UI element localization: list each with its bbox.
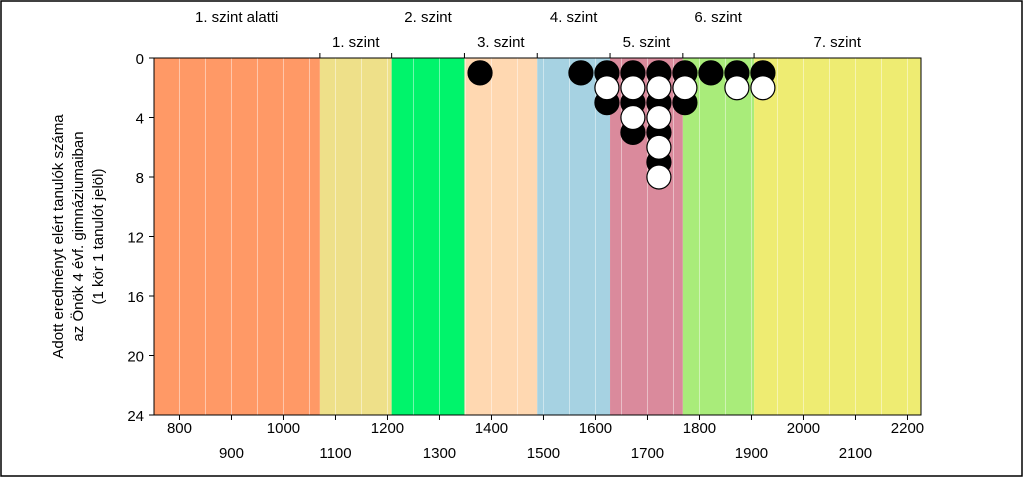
x-tick-label: 1100 xyxy=(319,445,351,462)
y-tick-label: 0 xyxy=(136,51,144,68)
x-tick-label: 2100 xyxy=(839,445,872,462)
x-tick-label: 1600 xyxy=(579,420,612,437)
y-tick-label: 24 xyxy=(127,408,144,425)
y-tick-label: 8 xyxy=(136,170,144,187)
level-label: 7. szint xyxy=(814,34,862,51)
minor-grid xyxy=(178,58,908,415)
white-point xyxy=(620,75,646,101)
x-tick-label: 2200 xyxy=(891,420,924,437)
y-tick-label: 4 xyxy=(136,111,144,128)
x-tick-label: 1700 xyxy=(631,445,664,462)
level-band-4 xyxy=(464,58,538,415)
data-points xyxy=(467,60,776,190)
white-point xyxy=(646,75,672,101)
level-band-3 xyxy=(391,58,465,415)
labels: 0 4 8 12 16 20 24 800 1000 1200 1400 1600 1800 2000 22… xyxy=(50,9,924,462)
x-tick-label: 2000 xyxy=(787,420,820,437)
level-label: 6. szint xyxy=(694,9,742,26)
white-point xyxy=(646,164,672,190)
level-label: 4. szint xyxy=(550,9,598,26)
level-band-5 xyxy=(537,58,611,415)
level-band-8 xyxy=(754,58,921,415)
x-tick-label: 1200 xyxy=(371,420,404,437)
x-tick-label: 800 xyxy=(167,420,192,437)
white-point xyxy=(750,75,776,101)
white-point xyxy=(646,134,672,160)
x-tick-label: 1800 xyxy=(683,420,716,437)
level-band-2 xyxy=(319,58,392,415)
white-point xyxy=(672,75,698,101)
y-tick-label: 20 xyxy=(127,349,144,366)
axes xyxy=(149,53,922,420)
y-tick-label: 12 xyxy=(127,230,144,247)
level-label: 2. szint xyxy=(404,9,452,26)
white-point xyxy=(646,104,672,131)
x-tick-label: 900 xyxy=(219,445,244,462)
black-point xyxy=(467,60,493,86)
black-point xyxy=(568,60,594,86)
level-label: 3. szint xyxy=(477,34,525,51)
level-band-1 xyxy=(154,58,320,415)
x-tick-label: 1300 xyxy=(423,445,456,462)
y-tick-label: 16 xyxy=(127,289,144,306)
white-point xyxy=(620,104,646,131)
level-label: 5. szint xyxy=(623,34,671,51)
y-axis-label-line: Adott eredményt elért tanulók száma xyxy=(50,114,67,359)
level-bands xyxy=(154,58,921,415)
level-band-6 xyxy=(610,58,683,415)
white-point xyxy=(724,75,750,101)
x-tick-label: 1500 xyxy=(527,445,560,462)
x-tick-label: 1000 xyxy=(267,420,300,437)
x-tick-label: 1900 xyxy=(735,445,768,462)
level-label: 1. szint alatti xyxy=(195,9,278,26)
black-point xyxy=(698,60,724,86)
x-tick-label: 1400 xyxy=(475,420,508,437)
level-label: 1. szint xyxy=(332,34,380,51)
level-band-7 xyxy=(682,58,755,415)
y-axis-label-line: az Önök 4 évf. gimnáziumaiban xyxy=(69,131,87,341)
y-axis-label-line: (1 kör 1 tanulót jelöl) xyxy=(90,169,107,305)
white-point xyxy=(594,75,620,101)
